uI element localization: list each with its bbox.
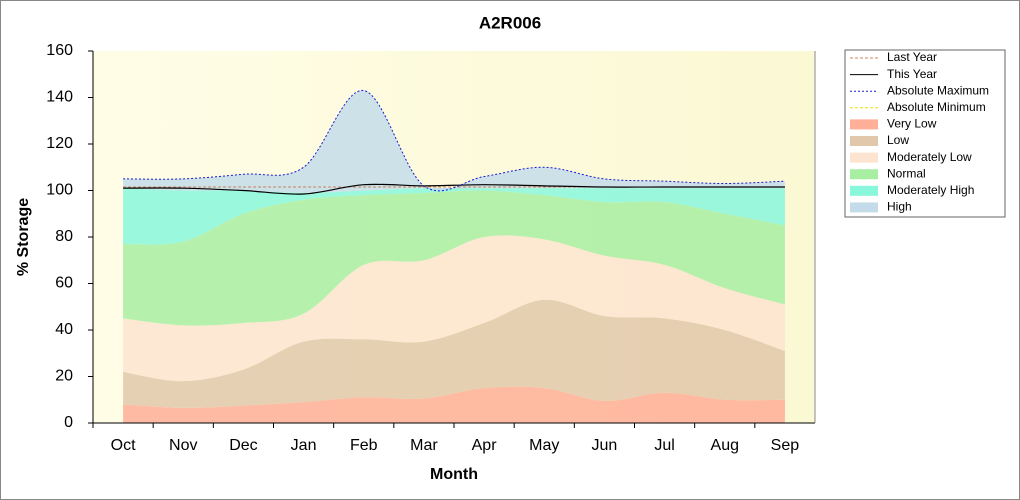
- legend-swatch: [850, 185, 878, 196]
- legend-label: Moderately High: [887, 183, 974, 197]
- x-tick-label: Jun: [592, 437, 618, 454]
- y-tick-label: 60: [55, 275, 73, 292]
- legend-label: Low: [887, 133, 909, 147]
- area: [123, 299, 785, 408]
- y-tick-label: 100: [46, 182, 73, 199]
- y-tick-label: 0: [64, 414, 73, 431]
- line: [123, 90, 785, 192]
- legend-label: Absolute Minimum: [887, 100, 986, 114]
- x-tick-label: May: [529, 437, 559, 454]
- x-tick-label: Nov: [169, 437, 197, 454]
- y-tick-label: 140: [46, 89, 73, 106]
- x-tick-label: Feb: [350, 437, 378, 454]
- legend-label: High: [887, 200, 912, 214]
- y-tick-label: 40: [55, 321, 73, 338]
- legend-label: Absolute Maximum: [887, 83, 989, 97]
- legend-swatch: [850, 119, 878, 130]
- x-tick-label: Jul: [654, 437, 674, 454]
- legend-label: Last Year: [887, 50, 937, 64]
- line: [123, 183, 785, 195]
- x-tick-label: Apr: [472, 437, 498, 454]
- area: [123, 235, 785, 382]
- area: [123, 386, 785, 423]
- area: [123, 190, 785, 326]
- legend-label: Normal: [887, 166, 926, 180]
- x-axis-label: Month: [430, 466, 478, 483]
- legend-label: This Year: [887, 67, 937, 81]
- x-tick-label: Jan: [291, 437, 317, 454]
- legend-swatch: [850, 136, 878, 146]
- x-tick-label: Dec: [229, 437, 257, 454]
- x-tick-label: Sep: [771, 437, 800, 454]
- area: [123, 90, 785, 193]
- marks: [123, 90, 785, 423]
- y-tick-label: 120: [46, 135, 73, 152]
- x-tick-label: Aug: [711, 437, 739, 454]
- legend-swatch: [850, 152, 878, 163]
- y-tick-label: 80: [55, 228, 73, 245]
- legend-label: Moderately Low: [887, 150, 972, 164]
- legend-swatch: [850, 202, 878, 213]
- y-tick-label: 160: [46, 42, 73, 59]
- y-axis-label: % Storage: [15, 198, 32, 276]
- x-tick-label: Oct: [111, 437, 136, 454]
- legend-label: Very Low: [887, 117, 937, 131]
- legend-swatch: [850, 169, 878, 180]
- area: [123, 188, 785, 245]
- chart-title: A2R006: [479, 13, 541, 32]
- y-tick-label: 20: [55, 368, 73, 385]
- x-tick-label: Mar: [410, 437, 438, 454]
